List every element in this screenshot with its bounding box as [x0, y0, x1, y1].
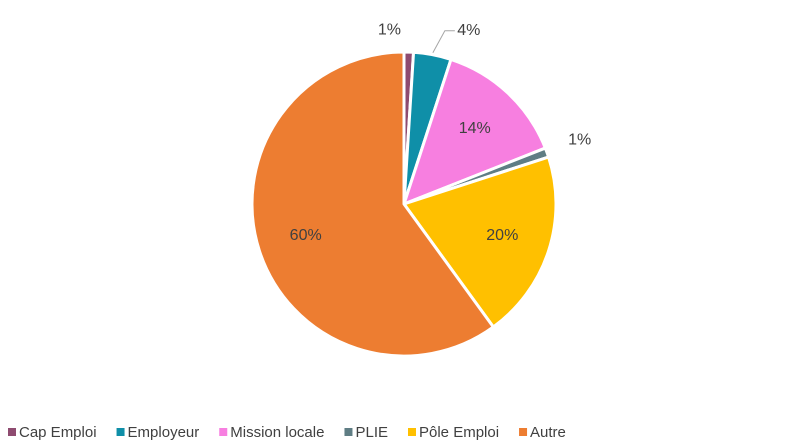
- legend-label: PLIE: [355, 424, 388, 441]
- data-label: 14%: [459, 120, 491, 137]
- data-label: 1%: [568, 131, 591, 148]
- legend-swatch: [519, 428, 528, 436]
- pie-slice: [402, 57, 547, 206]
- data-label: 60%: [290, 227, 322, 244]
- legend-label: Mission locale: [230, 424, 324, 441]
- data-label: 20%: [486, 227, 518, 244]
- legend-swatch: [219, 428, 228, 436]
- legend-label: Employeur: [128, 424, 200, 441]
- pie-slice: [402, 155, 558, 329]
- legend-label: Autre: [530, 424, 566, 441]
- data-label: 1%: [378, 21, 401, 38]
- legend-swatch: [8, 428, 16, 436]
- legend-swatch: [344, 428, 353, 436]
- legend-swatch: [408, 428, 416, 436]
- legend-label: Cap Emploi: [19, 424, 97, 441]
- leader-line: [432, 30, 455, 53]
- legend-swatch: [116, 428, 125, 436]
- pie-slice: [250, 50, 495, 358]
- data-label: 4%: [457, 22, 480, 39]
- legend-label: Pôle Emploi: [419, 424, 499, 441]
